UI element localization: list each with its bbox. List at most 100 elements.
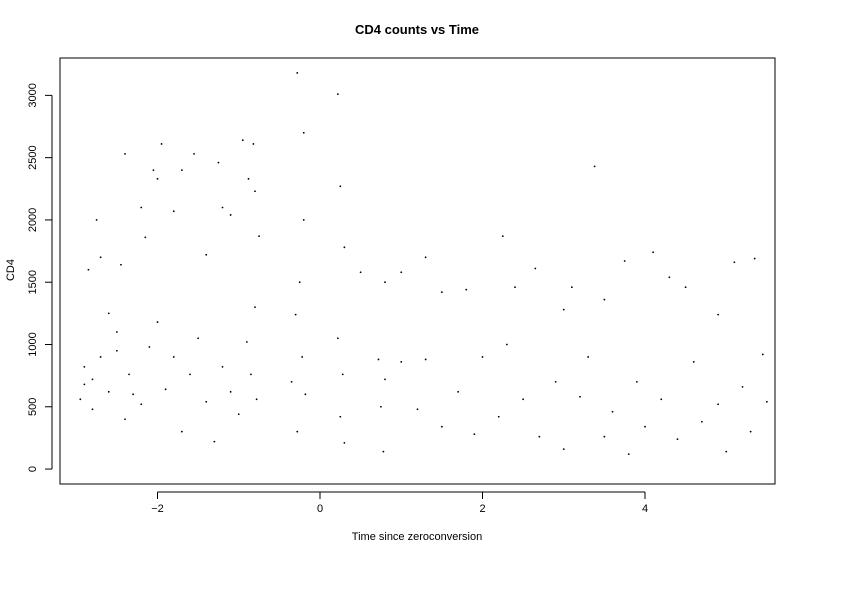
y-tick-label: 2000 — [27, 208, 39, 232]
data-point — [603, 435, 606, 438]
data-point — [258, 235, 260, 238]
data-point — [457, 390, 460, 393]
data-point — [497, 415, 500, 418]
data-point — [424, 358, 427, 361]
data-point — [534, 267, 537, 270]
data-point — [156, 321, 159, 323]
data-point — [765, 400, 768, 403]
data-point — [107, 390, 110, 393]
data-point — [635, 380, 638, 383]
data-point — [440, 291, 443, 294]
data-point — [343, 441, 346, 444]
data-point — [741, 385, 744, 388]
data-point — [172, 356, 175, 358]
data-point — [229, 390, 232, 393]
data-point — [538, 435, 541, 438]
data-point — [505, 343, 508, 346]
y-axis-label: CD4 — [5, 259, 17, 281]
data-point — [290, 380, 293, 383]
data-point — [339, 415, 342, 418]
data-point — [692, 361, 695, 363]
data-point — [668, 276, 671, 279]
data-point — [115, 349, 118, 352]
data-point — [753, 257, 756, 260]
data-point — [304, 393, 307, 396]
data-point — [384, 281, 386, 284]
data-point — [120, 263, 122, 266]
data-point — [717, 313, 720, 316]
data-point — [237, 413, 240, 416]
data-point — [761, 353, 764, 356]
x-tick-label: 0 — [317, 503, 323, 515]
y-axis: 0 500 1000 1500 2000 2500 3000 — [27, 83, 53, 472]
data-point — [189, 373, 191, 376]
data-point — [296, 72, 299, 74]
data-point — [91, 378, 94, 381]
data-point — [245, 341, 248, 343]
data-point — [172, 210, 175, 213]
data-point — [301, 356, 304, 358]
data-point — [627, 453, 630, 456]
data-point — [465, 288, 468, 291]
data-point — [522, 398, 525, 401]
data-point — [424, 256, 427, 259]
data-point — [128, 373, 130, 376]
data-point — [140, 403, 143, 406]
data-point — [252, 143, 255, 145]
data-point — [554, 380, 557, 383]
data-point — [83, 366, 86, 368]
data-point — [250, 373, 252, 376]
data-point — [241, 139, 244, 142]
data-point — [180, 169, 183, 172]
y-tick-label: 0 — [27, 466, 39, 472]
data-point — [660, 398, 663, 401]
data-point — [79, 398, 82, 401]
data-point — [593, 165, 596, 168]
data-point — [570, 286, 573, 289]
x-axis-label: Time since zeroconversion — [352, 531, 482, 543]
data-point — [400, 271, 403, 274]
data-point — [481, 356, 484, 358]
data-point — [197, 337, 200, 340]
data-point — [294, 313, 297, 316]
y-tick-label: 3000 — [27, 83, 39, 107]
data-point — [514, 286, 516, 289]
data-point — [156, 177, 159, 180]
data-point — [302, 131, 305, 134]
chart-title: CD4 counts vs Time — [355, 22, 479, 37]
data-point — [603, 298, 606, 301]
data-point — [579, 395, 581, 398]
data-point — [247, 177, 250, 180]
data-point — [700, 420, 703, 423]
data-point — [205, 400, 208, 403]
data-point — [229, 214, 232, 216]
data-point — [382, 450, 385, 453]
plot-frame — [59, 57, 776, 485]
data-point — [684, 286, 687, 289]
data-point — [205, 253, 208, 256]
data-point — [99, 356, 102, 358]
data-point — [140, 206, 143, 209]
data-point — [749, 430, 752, 433]
data-point — [193, 153, 195, 155]
data-point — [302, 219, 305, 221]
data-point — [132, 393, 135, 396]
data-point — [380, 405, 382, 408]
data-point — [717, 403, 720, 406]
data-point — [221, 366, 224, 368]
data-point — [164, 388, 167, 391]
data-point — [298, 281, 301, 284]
data-point — [115, 331, 118, 333]
data-point — [83, 383, 86, 386]
data-point — [254, 306, 256, 309]
data-point — [91, 408, 94, 411]
data-point — [254, 190, 256, 193]
data-point — [501, 235, 504, 238]
x-tick-label: 2 — [479, 503, 485, 515]
data-point — [416, 408, 419, 411]
x-axis: −2 0 2 4 — [151, 491, 648, 515]
data-point — [160, 143, 163, 145]
data-point — [400, 361, 403, 363]
data-point — [255, 398, 258, 401]
